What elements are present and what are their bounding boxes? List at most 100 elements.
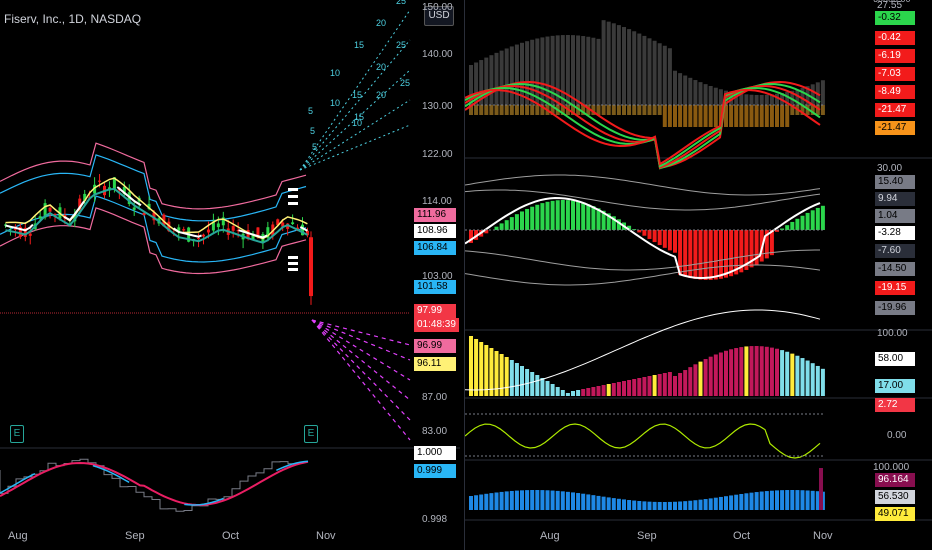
price-axis-tick: 140.00 [422, 49, 453, 60]
oscillator-bar [606, 213, 611, 230]
momentum-bar [769, 105, 774, 127]
x-axis-label: Sep [125, 530, 145, 542]
volume-flow-bar [657, 501, 662, 510]
volume-flow-bar [606, 497, 611, 510]
strength-bar [576, 390, 581, 396]
momentum-bar [627, 105, 632, 115]
candle-body [301, 224, 304, 236]
strength-bar [764, 346, 769, 396]
volume-flow-bar [530, 490, 535, 510]
indicators-panel[interactable]: 27.5560000.00 -0.32 -0.42 -6.19 -7.03 -8.49 -2… [464, 0, 932, 550]
main-price-panel[interactable]: 25 20 25 15 20 10 15 5 10 5 5 20 25 15 10 Fiserv, Inc.… [0, 0, 460, 550]
oscillator-bar [693, 230, 698, 279]
fib-fan-lower-line [311, 319, 411, 401]
fib-fan-label: 20 [376, 90, 386, 100]
momentum-bar [810, 105, 815, 115]
oscillator-bar [535, 204, 540, 230]
momentum-bar [586, 105, 591, 115]
oscillator-bar [805, 212, 810, 230]
strength-bar [545, 381, 550, 396]
axis-tick: 27.55 [877, 0, 903, 11]
earnings-marker-icon[interactable]: E [10, 425, 24, 443]
volume-bar [800, 87, 805, 105]
volume-bar [591, 37, 596, 105]
oscillator-bar [560, 200, 565, 230]
candle-body [43, 203, 47, 218]
momentum-bar [790, 105, 795, 115]
candle-body [23, 227, 27, 237]
volume-bar [683, 75, 688, 105]
oscillator-bar [795, 218, 800, 230]
volume-flow-bar [698, 499, 703, 510]
candle-body [236, 230, 240, 232]
volume-flow-bar [637, 500, 642, 510]
indicator-tag: -19.96 [875, 301, 915, 315]
momentum-bar [698, 105, 703, 127]
strength-bar [514, 363, 519, 396]
momentum-bar [647, 105, 652, 115]
candle-body [211, 221, 215, 231]
volume-flow-bar [667, 501, 672, 510]
oscillator-bar [484, 230, 489, 234]
strength-bar [734, 348, 739, 396]
volume-bar [739, 93, 744, 105]
oscillator-bar [637, 230, 642, 233]
momentum-bar [759, 105, 764, 127]
fib-fan-label: 5 [310, 126, 315, 136]
x-axis-label: Nov [316, 530, 336, 542]
price-axis-tick: 150.00 [422, 2, 453, 13]
price-tag: 97.99 [414, 304, 456, 318]
oscillator-bar [550, 200, 555, 230]
strength-bar [611, 383, 616, 396]
strength-bar [642, 377, 647, 396]
volume-bar [734, 92, 739, 105]
strength-bar [652, 375, 657, 396]
indicator-tag: 56.530 [875, 490, 915, 504]
volume-bar [622, 27, 626, 105]
oscillator-bar [764, 230, 769, 259]
earnings-marker-icon[interactable]: E [304, 425, 318, 443]
volume-bar [810, 84, 815, 105]
fib-fan-label: 15 [352, 90, 362, 100]
volume-flow-bar [586, 494, 591, 510]
oscillator-bar [627, 225, 632, 230]
candle-body [4, 224, 7, 226]
volume-bar [530, 39, 535, 105]
oscillator-bar [642, 230, 647, 236]
momentum-bar [744, 105, 749, 127]
oscillator-bar [591, 206, 596, 230]
candle-body [147, 203, 151, 210]
indicator-tag: 96.164 [875, 473, 915, 487]
volume-flow-bar [576, 493, 581, 510]
indicator-tag: 49.071 [875, 507, 915, 521]
oscillator-bar [703, 230, 708, 280]
strength-bar [550, 384, 555, 396]
volume-flow-bar [647, 501, 652, 510]
indicator-tag: 9.94 [875, 192, 915, 206]
volume-bar [703, 84, 708, 105]
volume-bar [713, 87, 718, 105]
oscillator-band-line [465, 174, 821, 196]
strength-bar [780, 350, 785, 396]
oscillator-bar [494, 226, 499, 230]
volume-bar [647, 38, 652, 105]
momentum-bar [525, 105, 530, 115]
oscillator-bar [504, 220, 509, 230]
strength-bar [540, 378, 545, 396]
indicator-tag: -0.42 [875, 31, 915, 45]
volume-flow-bar [555, 490, 560, 510]
indicators-svg[interactable] [465, 0, 932, 550]
currency-button[interactable]: USD [424, 6, 454, 26]
volume-flow-bar [718, 496, 723, 510]
volume-flow-bar [713, 497, 718, 510]
oscillator-bar [474, 230, 479, 240]
volume-flow-bar [673, 501, 677, 510]
strength-bar [560, 390, 565, 396]
volume-flow-bar [494, 492, 499, 510]
strength-bar [509, 360, 514, 396]
volume-flow-bar [749, 492, 754, 510]
momentum-bar [713, 105, 718, 127]
fib-fan-label: 15 [354, 40, 364, 50]
volume-bar [698, 82, 703, 105]
